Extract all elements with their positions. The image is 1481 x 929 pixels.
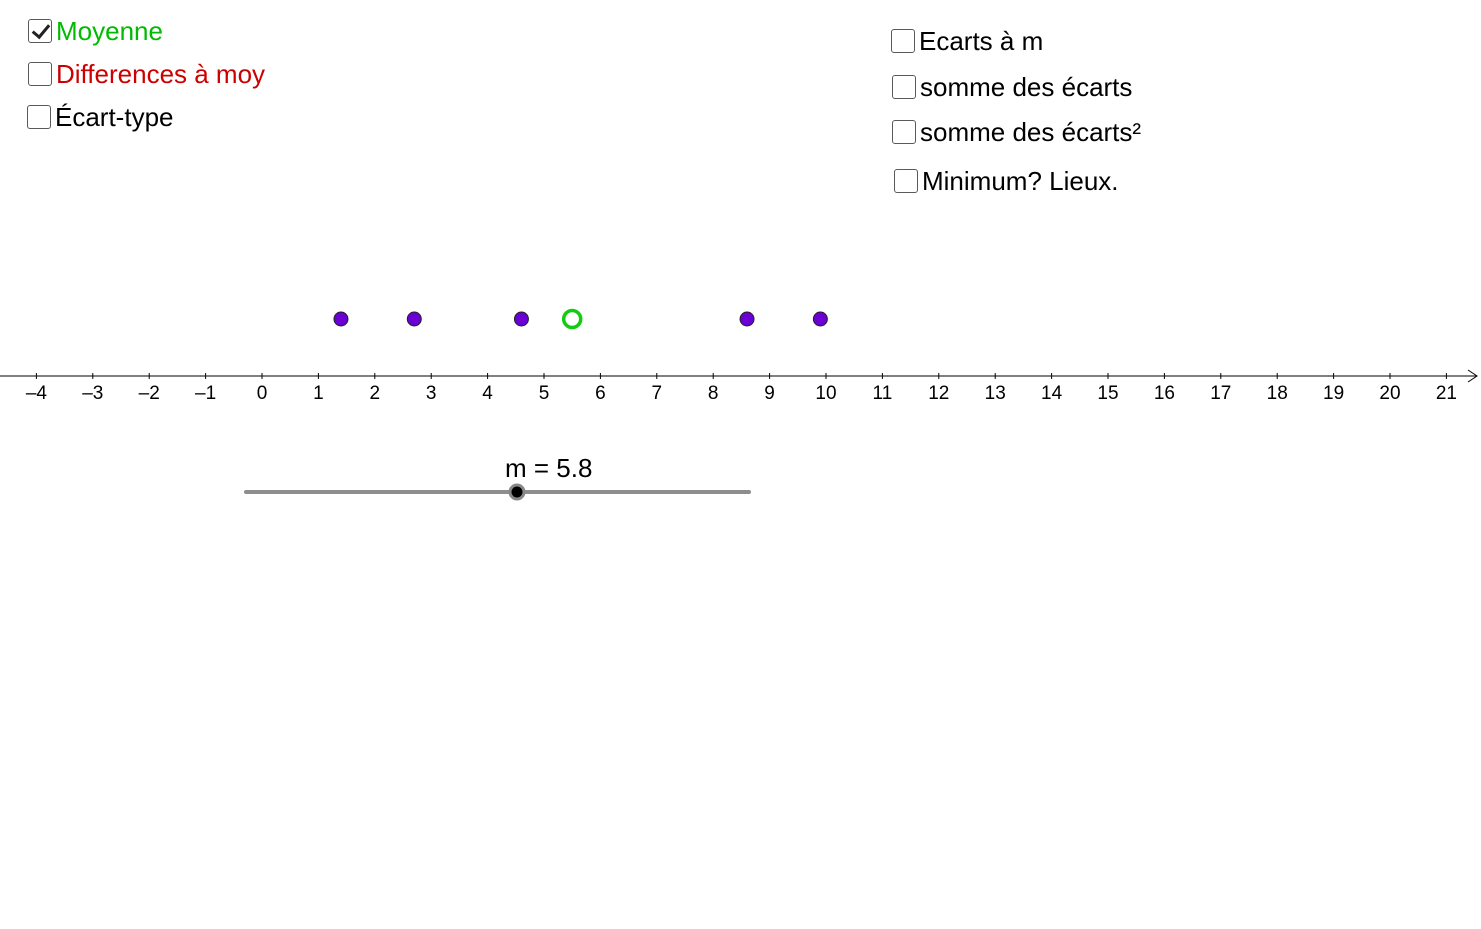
x-tick-label: 4 (482, 383, 493, 404)
checkbox-ecarts-a-m[interactable]: Ecarts à m (891, 27, 1043, 55)
checkbox-minimum-lieux[interactable]: Minimum? Lieux. (894, 167, 1119, 195)
x-tick-label: 13 (985, 383, 1006, 404)
checkbox-somme-ecarts-carres-box[interactable] (892, 120, 916, 144)
data-point[interactable] (333, 311, 349, 327)
x-tick-label: –4 (26, 383, 48, 404)
slider-m[interactable] (244, 483, 751, 501)
x-tick-label: 1 (313, 383, 324, 404)
checkbox-ecart-type[interactable]: Écart-type (27, 103, 174, 131)
x-tick-label: 10 (815, 383, 836, 404)
x-tick-label: 5 (539, 383, 550, 404)
x-tick-label: 19 (1323, 383, 1344, 404)
x-tick-label: –3 (82, 383, 103, 404)
x-tick-label: 6 (595, 383, 606, 404)
checkbox-ecarts-a-m-label: Ecarts à m (919, 26, 1044, 56)
checkbox-differences-label: Differences à moy (56, 59, 266, 89)
checkbox-minimum-lieux-box[interactable] (894, 169, 918, 193)
checkbox-differences-box[interactable] (28, 62, 52, 86)
mean-point[interactable] (561, 308, 583, 330)
checkbox-minimum-lieux-label: Minimum? Lieux. (922, 166, 1119, 196)
data-point[interactable] (739, 311, 755, 327)
checkbox-somme-ecarts-label: somme des écarts (920, 72, 1133, 102)
x-tick-label: 18 (1267, 383, 1288, 404)
data-point[interactable] (513, 311, 529, 327)
checkbox-ecart-type-box[interactable] (27, 105, 51, 129)
data-point[interactable] (406, 311, 422, 327)
x-tick-label: 16 (1154, 383, 1175, 404)
x-tick-label: 0 (257, 383, 268, 404)
x-tick-label: –1 (195, 383, 216, 404)
x-tick-label: 15 (1097, 383, 1118, 404)
checkbox-ecart-type-label: Écart-type (55, 102, 174, 132)
checkbox-moyenne-label: Moyenne (56, 16, 163, 46)
checkbox-moyenne-box[interactable] (28, 19, 52, 43)
x-tick-label: 8 (708, 383, 719, 404)
x-tick-label: –2 (139, 383, 160, 404)
x-tick-label: 14 (1041, 383, 1063, 404)
x-tick-label: 9 (764, 383, 775, 404)
x-tick-label: 20 (1379, 383, 1400, 404)
x-axis: –4 –3 –2 –1 0 1 2 3 4 5 6 7 8 9 10 11 12 13 14 15 16 17 18 19 20… (0, 369, 1478, 404)
slider-knob[interactable] (508, 483, 526, 501)
checkbox-moyenne[interactable]: Moyenne (28, 17, 163, 45)
x-tick-label: 2 (370, 383, 381, 404)
checkbox-somme-ecarts-box[interactable] (892, 75, 916, 99)
checkbox-somme-ecarts-carres-label: somme des écarts² (920, 117, 1142, 147)
x-tick-label: 7 (652, 383, 663, 404)
x-tick-label: 11 (873, 383, 893, 404)
x-tick-label: 21 (1436, 383, 1457, 404)
checkbox-somme-ecarts[interactable]: somme des écarts (892, 73, 1132, 101)
x-axis-arrow (1467, 369, 1478, 383)
data-points (333, 308, 828, 330)
data-point[interactable] (812, 311, 828, 327)
x-tick-label: 3 (426, 383, 437, 404)
x-tick-label: 17 (1210, 383, 1231, 404)
checkbox-differences[interactable]: Differences à moy (28, 60, 265, 88)
slider-label: m = 5.8 (505, 453, 593, 483)
checkbox-somme-ecarts-carres[interactable]: somme des écarts² (892, 118, 1141, 146)
x-tick-label: 12 (928, 383, 949, 404)
checkbox-ecarts-a-m-box[interactable] (891, 29, 915, 53)
